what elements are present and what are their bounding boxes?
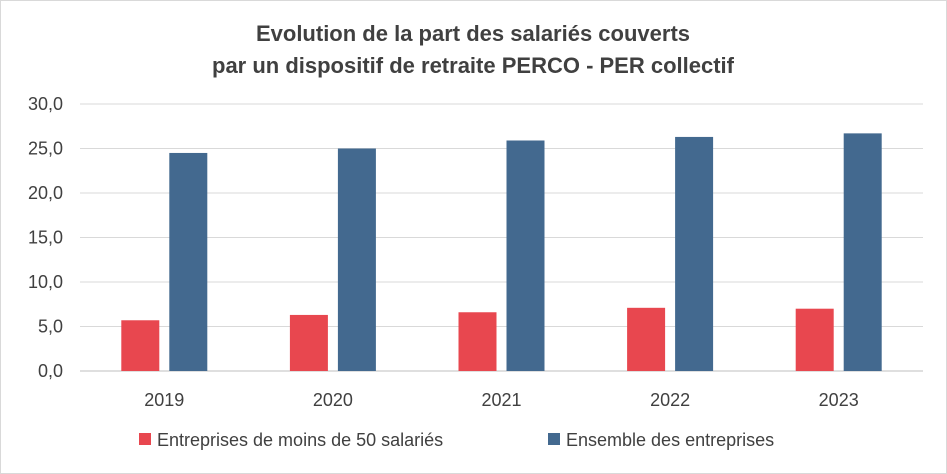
chart-title-line-2: par un dispositif de retraite PERCO - PE… bbox=[212, 53, 735, 78]
x-axis-ticks: 2019 2020 2021 2022 2023 bbox=[144, 390, 858, 410]
y-tick-label: 5,0 bbox=[38, 317, 63, 337]
bar-all-firms bbox=[337, 148, 376, 371]
legend-label-small-firms: Entreprises de moins de 50 salariés bbox=[157, 430, 443, 450]
y-tick-label: 0,0 bbox=[38, 361, 63, 381]
bar-all-firms bbox=[675, 136, 714, 371]
x-tick-label: 2021 bbox=[481, 390, 521, 410]
legend-swatch-all-firms bbox=[548, 433, 560, 445]
bar-small-firms bbox=[627, 307, 666, 371]
y-axis-ticks: 0,0 5,0 10,0 15,0 20,0 25,0 30,0 bbox=[28, 94, 63, 381]
bar-small-firms bbox=[289, 314, 328, 371]
bars bbox=[121, 133, 882, 371]
x-tick-label: 2022 bbox=[650, 390, 690, 410]
bar-small-firms bbox=[458, 312, 497, 371]
bar-small-firms bbox=[121, 320, 160, 371]
y-tick-label: 25,0 bbox=[28, 139, 63, 159]
y-tick-label: 30,0 bbox=[28, 94, 63, 114]
gridlines bbox=[80, 103, 923, 372]
legend-label-all-firms: Ensemble des entreprises bbox=[566, 430, 774, 450]
y-tick-label: 10,0 bbox=[28, 272, 63, 292]
bar-all-firms bbox=[843, 133, 882, 371]
x-tick-label: 2020 bbox=[313, 390, 353, 410]
x-tick-label: 2019 bbox=[144, 390, 184, 410]
x-tick-label: 2023 bbox=[819, 390, 859, 410]
chart-title-line-1: Evolution de la part des salariés couver… bbox=[256, 21, 690, 46]
legend-swatch-small-firms bbox=[139, 433, 151, 445]
bar-all-firms bbox=[506, 140, 545, 371]
bar-all-firms bbox=[169, 152, 208, 371]
y-tick-label: 15,0 bbox=[28, 228, 63, 248]
chart-title: Evolution de la part des salariés couver… bbox=[212, 21, 735, 78]
y-tick-label: 20,0 bbox=[28, 183, 63, 203]
bar-small-firms bbox=[795, 308, 834, 371]
legend: Entreprises de moins de 50 salariés Ense… bbox=[139, 430, 774, 450]
